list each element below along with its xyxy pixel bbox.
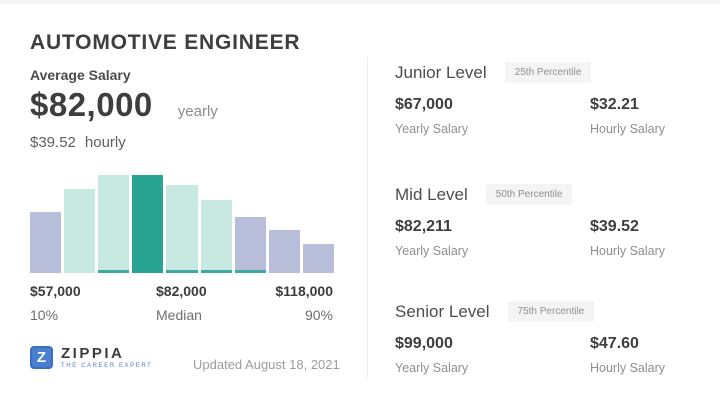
job-title: AUTOMOTIVE ENGINEER	[30, 31, 301, 54]
histogram-bar	[132, 175, 164, 273]
axis-marker-90th: $118,000 90%	[253, 283, 333, 323]
level-name: Mid Level	[395, 184, 468, 204]
level-header: Senior Level 75th Percentile	[395, 301, 667, 322]
marker-label: 90%	[304, 307, 333, 323]
updated-date: Updated August 18, 2021	[193, 357, 340, 372]
average-yearly-row: $82,000 yearly	[30, 86, 218, 124]
hourly-column: $39.52 Hourly Salary	[590, 218, 667, 258]
level-header: Mid Level 50th Percentile	[395, 184, 667, 205]
marker-value: $82,000	[156, 283, 207, 299]
marker-value: $118,000	[275, 283, 333, 299]
hourly-label: Hourly Salary	[590, 244, 666, 258]
histogram-bar	[30, 212, 62, 273]
hourly-label: Hourly Salary	[590, 122, 666, 136]
percentile-badge: 50th Percentile	[485, 184, 573, 205]
yearly-label: Yearly Salary	[395, 244, 469, 258]
hourly-column: $47.60 Hourly Salary	[590, 335, 667, 375]
yearly-label: Yearly Salary	[395, 361, 469, 375]
hourly-column: $32.21 Hourly Salary	[590, 96, 667, 136]
salary-histogram	[30, 175, 334, 273]
hourly-label: Hourly Salary	[590, 361, 666, 375]
yearly-amount: $67,000	[395, 96, 453, 113]
yearly-column: $99,000 Yearly Salary	[395, 335, 590, 375]
average-hourly-amount: $39.52	[30, 134, 76, 151]
histogram-bar-strip	[234, 270, 266, 273]
level-values: $67,000 Yearly Salary $32.21 Hourly Sala…	[395, 96, 667, 136]
yearly-column: $67,000 Yearly Salary	[395, 96, 590, 136]
level-header: Junior Level 25th Percentile	[395, 62, 667, 83]
histogram-bar-strip	[200, 270, 232, 273]
level-section-junior: Junior Level 25th Percentile $67,000 Yea…	[395, 62, 667, 136]
level-values: $99,000 Yearly Salary $47.60 Hourly Sala…	[395, 335, 667, 375]
histogram-bar	[200, 200, 232, 273]
histogram-bar	[302, 243, 334, 273]
marker-label: Median	[156, 307, 202, 323]
average-hourly-unit: hourly	[84, 134, 126, 151]
marker-label: 10%	[30, 307, 59, 323]
hourly-amount: $47.60	[590, 335, 639, 352]
zippia-logo-mark-icon: Z	[30, 346, 53, 369]
histogram-bar	[268, 229, 300, 273]
histogram-bar	[166, 184, 198, 273]
brand-name: ZIPPIA	[61, 345, 125, 362]
axis-marker-10th: $57,000 10%	[30, 283, 81, 323]
histogram-bar	[98, 175, 130, 273]
hourly-amount: $32.21	[590, 96, 639, 113]
yearly-column: $82,211 Yearly Salary	[395, 218, 590, 258]
marker-value: $57,000	[30, 283, 81, 299]
histogram-bar	[64, 188, 96, 273]
average-yearly-amount: $82,000	[30, 86, 153, 123]
axis-marker-median: $82,000 Median	[156, 283, 207, 323]
level-section-mid: Mid Level 50th Percentile $82,211 Yearly…	[395, 184, 667, 258]
top-edge-strip	[0, 0, 720, 4]
average-hourly-row: $39.52 hourly	[30, 134, 126, 151]
brand-tagline: THE CAREER EXPERT	[61, 363, 153, 369]
hourly-amount: $39.52	[590, 218, 639, 235]
percentile-badge: 75th Percentile	[507, 301, 595, 322]
histogram-bar-strip	[166, 270, 198, 273]
average-salary-label: Average Salary	[30, 67, 131, 83]
yearly-amount: $82,211	[395, 218, 452, 235]
level-section-senior: Senior Level 75th Percentile $99,000 Yea…	[395, 301, 667, 375]
level-values: $82,211 Yearly Salary $39.52 Hourly Sala…	[395, 218, 667, 258]
yearly-label: Yearly Salary	[395, 122, 469, 136]
percentile-badge: 25th Percentile	[504, 62, 592, 83]
level-name: Senior Level	[395, 301, 490, 321]
vertical-divider	[367, 57, 368, 377]
histogram-bar	[234, 217, 266, 273]
level-name: Junior Level	[395, 62, 487, 82]
zippia-logo[interactable]: Z ZIPPIA THE CAREER EXPERT	[30, 346, 152, 369]
histogram-bar-strip	[98, 270, 130, 273]
average-yearly-unit: yearly	[177, 103, 218, 120]
zippia-logo-text: ZIPPIA THE CAREER EXPERT	[61, 346, 152, 369]
yearly-amount: $99,000	[395, 335, 453, 352]
